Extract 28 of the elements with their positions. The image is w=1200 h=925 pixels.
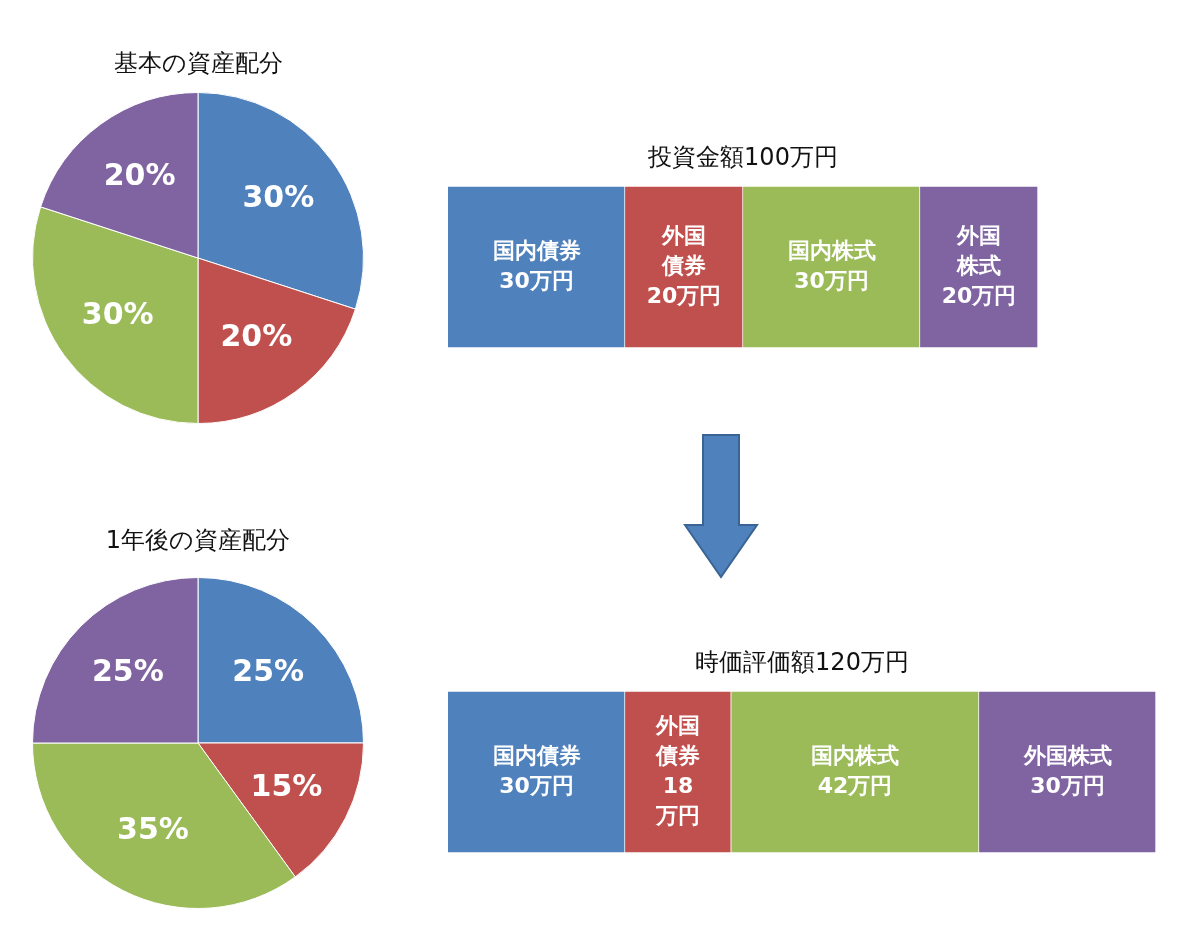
data-label: 20% [220,318,293,354]
data-label: 30% [81,296,154,332]
series-label: 国内株式 [811,742,900,768]
series-label: 国内債券 [492,742,581,768]
data-label: 42万円 [817,772,893,798]
chart-title: 基本の資産配分 [112,48,284,79]
chart-title: 投資金額100万円 [647,142,839,173]
data-label: 20万円 [941,282,1017,308]
series-label: 国内債券 [492,237,581,263]
data-label: 20万円 [646,282,722,308]
data-label: 30万円 [794,267,869,293]
data-label: 25% [91,652,164,688]
series-label: 外国債券 [661,222,706,278]
series-label: 外国株式 [956,222,1001,278]
data-label: 30万円 [499,772,574,798]
data-label: 15% [250,767,323,803]
data-label: 25% [232,652,305,688]
chart-title: 1年後の資産配分 [104,525,292,556]
data-label: 30万円 [1030,772,1105,798]
series-label: 外国債券 [655,712,701,768]
series-label: 国内株式 [787,237,876,263]
data-label: 35% [117,811,189,847]
chart-title: 時価評価額120万円 [694,647,910,678]
data-label: 30万円 [499,267,574,293]
data-label: 20% [103,157,176,193]
data-label: 18万円 [655,772,701,828]
series-label: 外国株式 [1022,742,1112,768]
data-label: 30% [242,179,315,215]
